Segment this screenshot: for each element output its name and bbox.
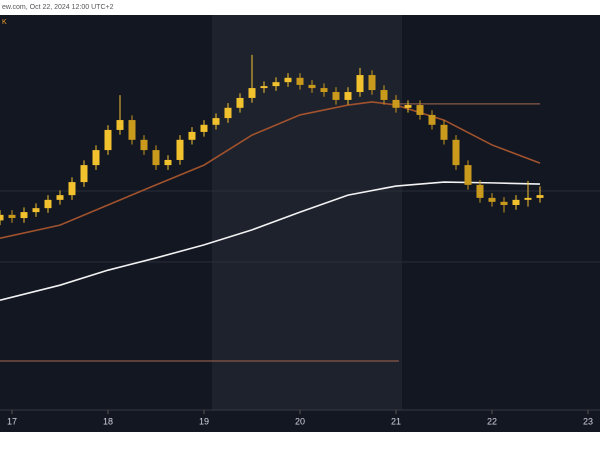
candle-body	[80, 165, 88, 183]
candle-body	[392, 99, 400, 108]
candle-body	[0, 214, 4, 221]
candle-body	[452, 139, 460, 166]
candle-body	[68, 182, 76, 196]
candle-body	[440, 124, 448, 140]
session-highlight	[212, 15, 402, 410]
x-tick-label: 20	[295, 416, 305, 426]
candle-body	[320, 88, 328, 93]
candle-body	[404, 105, 412, 108]
candle-body	[176, 139, 184, 160]
candle-body	[128, 120, 136, 140]
x-tick-label: 19	[199, 416, 209, 426]
candle-body	[140, 139, 148, 151]
x-tick-label: 21	[391, 416, 401, 426]
x-tick-label: 17	[7, 416, 17, 426]
candle-body	[116, 120, 124, 130]
candle-body	[308, 84, 316, 89]
candle-body	[332, 92, 340, 100]
moving-average-line	[0, 181, 541, 301]
candle-body	[416, 105, 424, 115]
candle-body	[152, 150, 160, 166]
x-tick-label: 23	[583, 416, 593, 426]
candle-body	[356, 75, 364, 93]
candle-body	[44, 199, 52, 209]
candle-body	[8, 214, 16, 219]
candle-body	[428, 114, 436, 125]
x-tick-label: 22	[487, 416, 497, 426]
candle-body	[188, 131, 196, 140]
header-text: ew.com, Oct 22, 2024 12:00 UTC+2	[2, 4, 114, 11]
candle-body	[296, 77, 304, 85]
x-tick-label: 18	[103, 416, 113, 426]
candle-body	[236, 97, 244, 108]
candle-body	[524, 197, 532, 200]
candle-body	[476, 184, 484, 198]
candle-body	[260, 86, 268, 89]
candle-body	[200, 124, 208, 132]
candle-body	[488, 197, 496, 202]
header-bar	[0, 0, 600, 15]
candle-body	[56, 195, 64, 200]
candle-body	[368, 75, 376, 91]
candle-body	[464, 165, 472, 185]
candle-body	[104, 129, 112, 151]
candle-body	[248, 88, 256, 98]
symbol-label: K	[2, 19, 7, 26]
candle-body	[212, 118, 220, 125]
candle-body	[20, 212, 28, 219]
candle-body	[344, 92, 352, 100]
candle-body	[536, 195, 544, 198]
candle-body	[32, 208, 40, 213]
candle-body	[500, 201, 508, 205]
candle-body	[224, 107, 232, 119]
candle-body	[164, 159, 172, 166]
candle-body	[272, 82, 280, 87]
candle-body	[92, 150, 100, 166]
candle-body	[284, 77, 292, 83]
candle-body	[380, 90, 388, 100]
candle-body	[512, 199, 520, 205]
